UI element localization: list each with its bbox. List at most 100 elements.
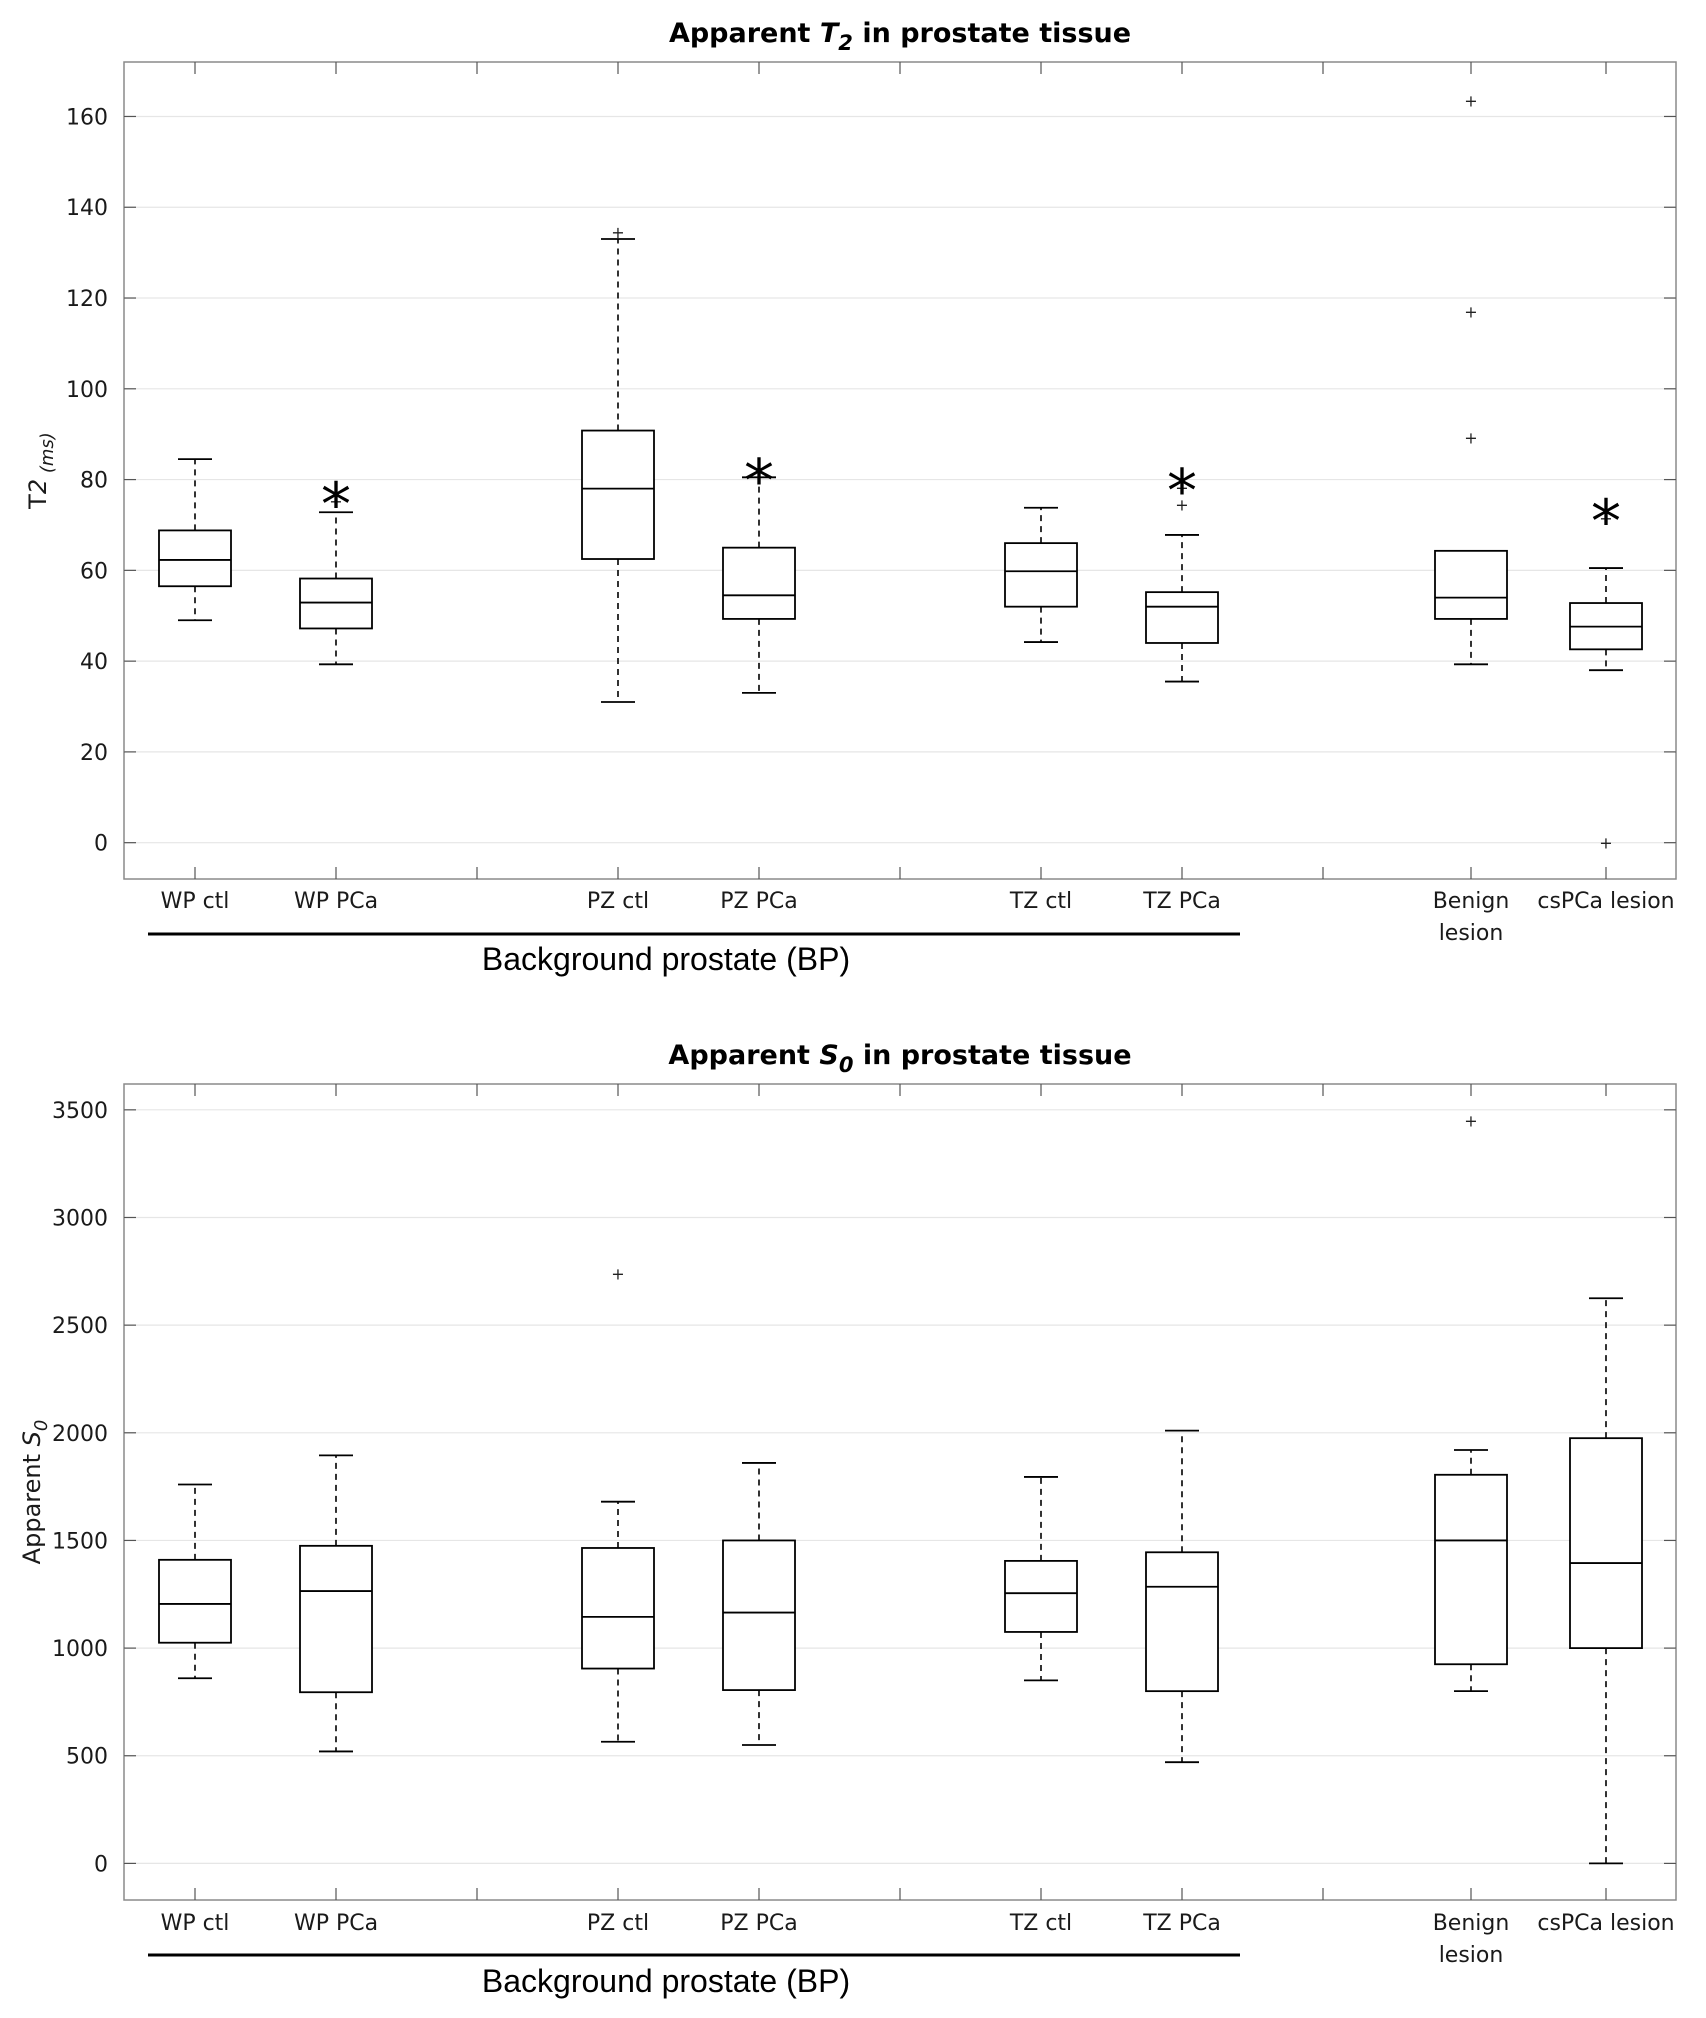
y-tick-label: 100 <box>66 378 108 403</box>
y-tick-label: 0 <box>94 1852 108 1877</box>
category-label: PZ PCa <box>720 889 797 914</box>
chart-title: Apparent S0 in prostate tissue <box>668 1040 1131 1077</box>
title-text-rest: in prostate tissue <box>853 1040 1131 1071</box>
y-tick-label: 3500 <box>52 1099 108 1124</box>
box-tz-ctl <box>1004 1476 1078 1682</box>
category-label: lesion <box>1439 921 1504 946</box>
box-wp-ctl <box>158 1483 232 1680</box>
outlier-marker: + <box>1599 834 1612 853</box>
y-tick-label: 80 <box>80 469 108 494</box>
y-tick-label: 3000 <box>52 1206 108 1231</box>
category-label: TZ PCa <box>1142 1911 1221 1936</box>
chart-title: Apparent T2 in prostate tissue <box>669 18 1131 55</box>
box-tz-pca: ++* <box>1145 456 1219 683</box>
iqr-box <box>1145 591 1219 644</box>
box-pz-ctl: + <box>581 1264 655 1743</box>
iqr-box <box>581 1547 655 1670</box>
y-tick-label: 20 <box>80 741 108 766</box>
ylabel-subscript: 0 <box>31 1420 52 1431</box>
y-tick-label: 2000 <box>52 1422 108 1447</box>
outlier-marker: + <box>611 223 624 242</box>
category-label: lesion <box>1439 1943 1504 1968</box>
title-variable: S <box>819 1040 838 1071</box>
title-text-rest: in prostate tissue <box>853 18 1131 49</box>
iqr-box <box>722 1539 796 1691</box>
category-label: WP ctl <box>161 1911 230 1936</box>
category-label: csPCa lesion <box>1537 1911 1674 1936</box>
s0-boxplot-panel: 0 500 1000 1500 2000 2500 3000 3500 WP ctl WP PCa… <box>18 1040 1677 1999</box>
y-tick-label: 1000 <box>52 1637 108 1662</box>
iqr-box <box>722 546 796 620</box>
box-wp-pca: +* <box>299 470 373 666</box>
outlier-marker: + <box>1175 496 1188 515</box>
iqr-box <box>1434 549 1508 620</box>
outlier-marker: + <box>1464 428 1477 447</box>
y-tick-label: 2500 <box>52 1314 108 1339</box>
iqr-box <box>1145 1551 1219 1693</box>
category-label: PZ PCa <box>720 1911 797 1936</box>
title-text: Apparent <box>669 18 820 49</box>
iqr-box <box>158 1558 232 1644</box>
iqr-box <box>299 1544 373 1694</box>
plot-area <box>123 1083 1677 1901</box>
y-tick-label: 120 <box>66 287 108 312</box>
title-text: Apparent <box>668 1040 819 1071</box>
iqr-box <box>581 429 655 560</box>
bp-bracket-label: Background prostate (BP) <box>482 1963 850 1999</box>
iqr-box <box>1569 1437 1643 1649</box>
ylabel-subscript: (ms) <box>37 432 58 479</box>
outlier-marker: + <box>611 1264 624 1283</box>
y-tick-label: 1500 <box>52 1529 108 1554</box>
y-tick-label: 500 <box>66 1745 108 1770</box>
category-label: PZ ctl <box>587 1911 649 1936</box>
outlier-marker: + <box>1464 92 1477 111</box>
iqr-box <box>1434 1473 1508 1666</box>
plot-area <box>123 61 1677 880</box>
y-tick-label: 40 <box>80 650 108 675</box>
box-tz-ctl <box>1004 506 1078 643</box>
box-cspca-lesion: ++* <box>1569 487 1643 853</box>
iqr-box <box>158 529 232 588</box>
iqr-box <box>1004 1559 1078 1633</box>
significance-star: * <box>1591 487 1621 557</box>
category-label: TZ ctl <box>1009 889 1072 914</box>
ylabel-variable: S <box>18 1431 46 1446</box>
category-label: WP ctl <box>161 889 230 914</box>
outlier-marker: + <box>329 492 342 511</box>
outlier-marker: + <box>1175 478 1188 497</box>
title-subscript: 0 <box>839 1053 854 1077</box>
ylabel-variable: 2 <box>24 479 52 494</box>
category-label: csPCa lesion <box>1537 889 1674 914</box>
title-subscript: 2 <box>838 31 853 55</box>
significance-star: * <box>321 470 351 540</box>
ylabel-text: T <box>24 494 52 510</box>
iqr-box <box>1004 542 1078 608</box>
box-benign-lesion: + <box>1434 1112 1508 1693</box>
category-label: WP PCa <box>294 1911 378 1936</box>
box-tz-pca <box>1145 1429 1219 1764</box>
box-pz-pca: * <box>722 446 796 694</box>
box-cspca-lesion <box>1569 1297 1643 1865</box>
category-label: TZ ctl <box>1009 1911 1072 1936</box>
category-label: Benign <box>1433 889 1510 914</box>
category-label: TZ PCa <box>1142 889 1221 914</box>
ylabel-text: Apparent <box>18 1446 46 1564</box>
box-pz-pca <box>722 1462 796 1746</box>
y-axis-label: Apparent S0 <box>18 1420 52 1565</box>
outlier-marker: + <box>1599 509 1612 528</box>
box-wp-pca <box>299 1454 373 1753</box>
category-label: WP PCa <box>294 889 378 914</box>
outlier-marker: + <box>1464 303 1477 322</box>
bp-bracket-label: Background prostate (BP) <box>482 941 850 977</box>
significance-star: * <box>744 446 774 516</box>
significance-star: * <box>1167 456 1197 526</box>
box-wp-ctl <box>158 458 232 622</box>
outlier-marker: + <box>1464 1112 1477 1131</box>
y-tick-label: 0 <box>94 832 108 857</box>
title-variable: T <box>820 18 841 49</box>
category-label: PZ ctl <box>587 889 649 914</box>
category-label: Benign <box>1433 1911 1510 1936</box>
y-tick-label: 160 <box>66 105 108 130</box>
